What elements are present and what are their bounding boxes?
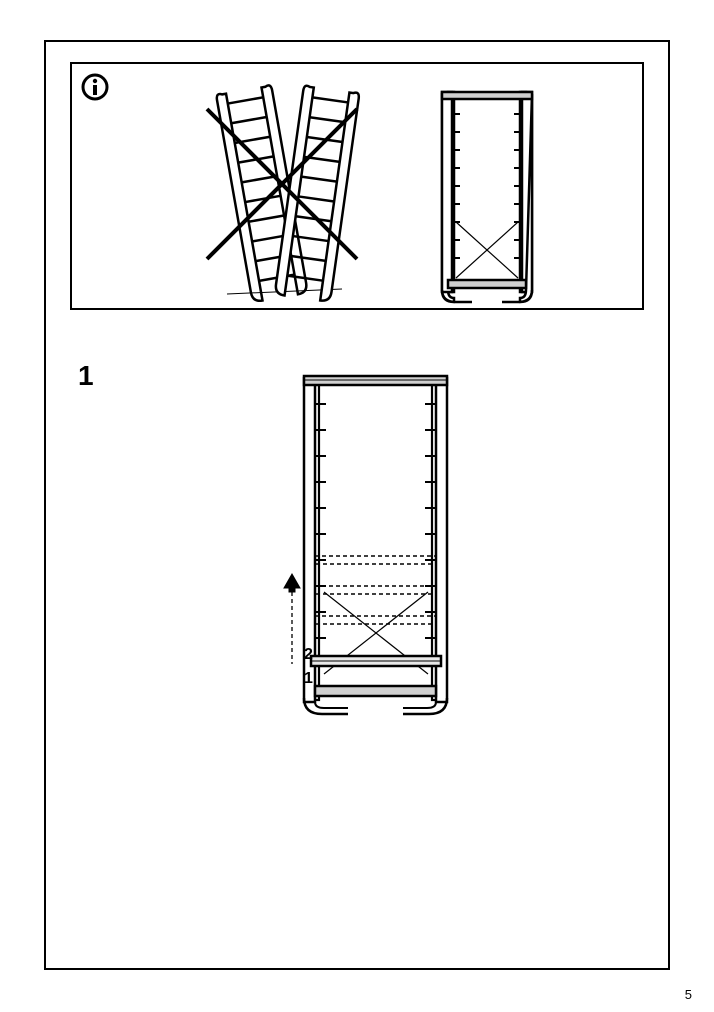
step1-diagram bbox=[256, 374, 506, 734]
info-diagram bbox=[72, 64, 646, 312]
info-box bbox=[70, 62, 644, 310]
step-number: 1 bbox=[78, 360, 94, 392]
shelf-label-1: 1 bbox=[304, 670, 313, 688]
shelf-label-2: 2 bbox=[304, 646, 313, 664]
page-number: 5 bbox=[685, 987, 692, 1002]
page-border: 1 bbox=[44, 40, 670, 970]
